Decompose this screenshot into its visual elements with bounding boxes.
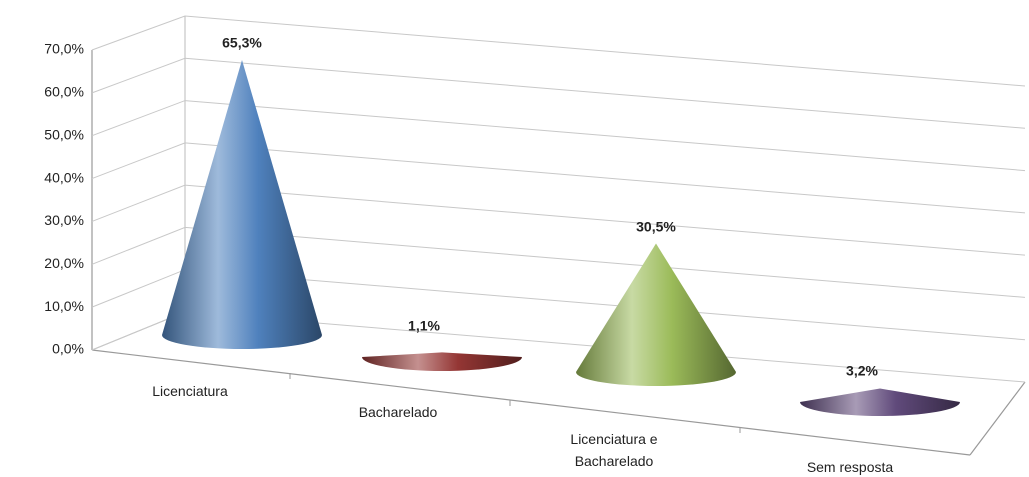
y-tick-label: 60,0% <box>44 84 84 100</box>
cone <box>362 352 522 371</box>
value-label: 30,5% <box>636 218 676 234</box>
grid-line <box>91 142 1026 214</box>
cone <box>162 60 322 349</box>
value-label: 1,1% <box>408 318 440 334</box>
value-label: 65,3% <box>222 35 262 51</box>
y-tick-label: 0,0% <box>52 341 84 357</box>
y-tick-label: 20,0% <box>44 255 84 271</box>
y-tick-label: 70,0% <box>44 41 84 57</box>
grid-line <box>91 57 1026 129</box>
grid-line <box>91 100 1026 172</box>
x-tick-label: Licenciatura e Bacharelado <box>570 431 657 469</box>
cone <box>576 243 736 386</box>
value-label: 3,2% <box>846 363 878 379</box>
y-tick-label: 50,0% <box>44 126 84 142</box>
x-tick-label: Bacharelado <box>359 404 438 420</box>
x-tick-label: Sem resposta <box>807 459 894 475</box>
grid-line <box>91 184 1026 256</box>
grid-line <box>91 226 1026 298</box>
y-tick-label: 10,0% <box>44 298 84 314</box>
grid-line <box>91 15 1026 87</box>
x-tick-label: Licenciatura <box>152 383 228 399</box>
cone <box>800 388 960 416</box>
floor <box>91 16 1026 456</box>
y-tick-label: 30,0% <box>44 212 84 228</box>
y-tick-label: 40,0% <box>44 169 84 185</box>
